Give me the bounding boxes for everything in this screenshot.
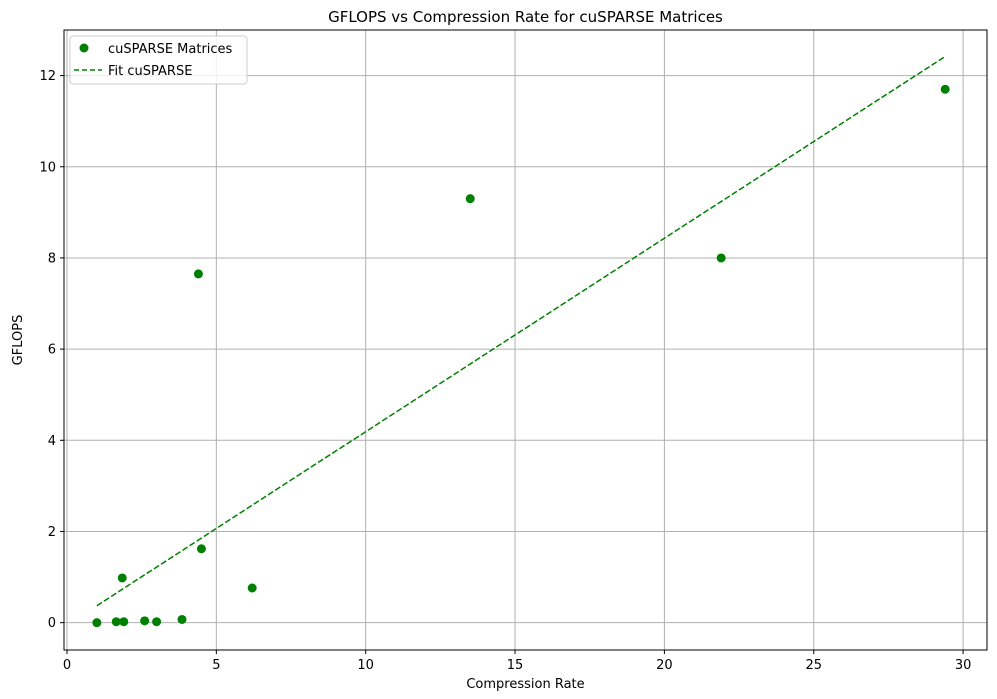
legend: cuSPARSE Matrices Fit cuSPARSE <box>69 35 248 85</box>
fit-line-layer <box>96 55 946 607</box>
y-axis-ticks: 0 2 4 6 8 10 12 <box>39 69 64 631</box>
y-tick-label: 0 <box>48 616 56 631</box>
legend-label-scatter: cuSPARSE Matrices <box>108 42 233 57</box>
data-point <box>716 253 726 263</box>
scatter-points <box>92 84 950 628</box>
y-axis-label: GFLOPS <box>11 315 26 366</box>
data-point <box>152 617 162 627</box>
x-tick-label: 5 <box>212 658 220 673</box>
plot-frame <box>63 29 988 651</box>
x-tick-label: 10 <box>357 658 374 673</box>
fit-line <box>96 55 946 607</box>
y-tick-label: 10 <box>39 160 56 175</box>
data-point <box>193 269 203 279</box>
data-point <box>117 573 127 583</box>
data-point <box>940 84 950 94</box>
y-tick-label: 12 <box>39 69 56 84</box>
data-point <box>92 618 102 628</box>
legend-scatter-marker <box>79 43 89 53</box>
x-tick-label: 20 <box>656 658 673 673</box>
y-tick-label: 8 <box>48 251 56 266</box>
x-tick-label: 25 <box>805 658 822 673</box>
chart-title: GFLOPS vs Compression Rate for cuSPARSE … <box>328 8 723 26</box>
x-tick-label: 30 <box>955 658 972 673</box>
legend-box <box>69 35 248 85</box>
legend-label-fit: Fit cuSPARSE <box>108 64 192 79</box>
data-point <box>247 583 257 593</box>
data-point <box>140 616 150 626</box>
y-tick-label: 6 <box>48 343 56 358</box>
grid <box>64 30 987 650</box>
x-axis-label: Compression Rate <box>466 677 584 692</box>
data-point <box>177 614 187 624</box>
x-axis-ticks: 0 5 10 15 20 25 30 <box>63 650 972 673</box>
data-point <box>196 544 206 554</box>
data-point <box>465 194 475 204</box>
x-tick-label: 15 <box>507 658 524 673</box>
data-point <box>111 617 121 627</box>
data-point <box>119 617 129 627</box>
x-tick-label: 0 <box>63 658 71 673</box>
y-tick-label: 2 <box>48 525 56 540</box>
y-tick-label: 4 <box>48 434 56 449</box>
